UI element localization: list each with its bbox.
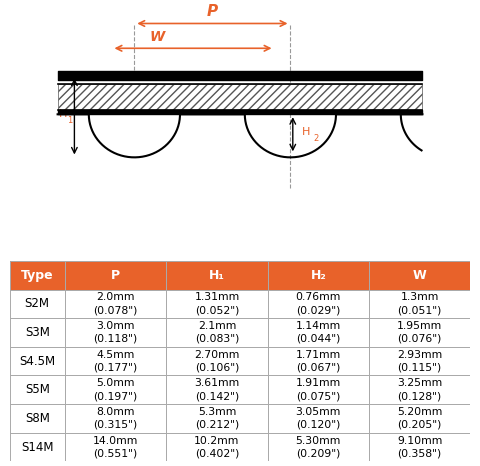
Bar bbox=[268, 318, 369, 347]
Bar bbox=[10, 376, 65, 404]
Text: H₂: H₂ bbox=[311, 269, 326, 282]
Bar bbox=[65, 376, 166, 404]
Bar bbox=[369, 318, 470, 347]
Text: 5.0mm
(0.197"): 5.0mm (0.197") bbox=[94, 378, 138, 401]
Bar bbox=[166, 404, 268, 433]
Text: 5.30mm
(0.209"): 5.30mm (0.209") bbox=[296, 436, 341, 459]
Text: 4.5mm
(0.177"): 4.5mm (0.177") bbox=[94, 350, 138, 372]
Bar bbox=[65, 289, 166, 318]
Bar bbox=[10, 433, 65, 461]
Bar bbox=[369, 261, 470, 289]
Text: 1.71mm
(0.067"): 1.71mm (0.067") bbox=[296, 350, 341, 372]
Bar bbox=[65, 347, 166, 376]
Text: H: H bbox=[59, 109, 67, 119]
Text: P: P bbox=[207, 4, 218, 19]
Text: 1.95mm
(0.076"): 1.95mm (0.076") bbox=[397, 321, 443, 344]
Bar bbox=[10, 289, 65, 318]
Text: 8.0mm
(0.315"): 8.0mm (0.315") bbox=[94, 407, 138, 430]
Text: 1: 1 bbox=[67, 116, 72, 125]
Text: 10.2mm
(0.402"): 10.2mm (0.402") bbox=[194, 436, 240, 459]
Text: 3.0mm
(0.118"): 3.0mm (0.118") bbox=[94, 321, 138, 344]
Bar bbox=[10, 404, 65, 433]
Text: 1.91mm
(0.075"): 1.91mm (0.075") bbox=[296, 378, 341, 401]
Text: 5.3mm
(0.212"): 5.3mm (0.212") bbox=[195, 407, 239, 430]
Text: S2M: S2M bbox=[25, 297, 50, 310]
Bar bbox=[166, 261, 268, 289]
Text: 2.70mm
(0.106"): 2.70mm (0.106") bbox=[194, 350, 240, 372]
Bar bbox=[268, 433, 369, 461]
Bar bbox=[65, 404, 166, 433]
Text: Type: Type bbox=[21, 269, 54, 282]
Text: 9.10mm
(0.358"): 9.10mm (0.358") bbox=[397, 436, 443, 459]
Text: 3.05mm
(0.120"): 3.05mm (0.120") bbox=[296, 407, 341, 430]
Text: S8M: S8M bbox=[25, 412, 50, 425]
Bar bbox=[268, 404, 369, 433]
Text: P: P bbox=[111, 269, 120, 282]
Bar bbox=[369, 376, 470, 404]
Bar bbox=[10, 347, 65, 376]
Bar bbox=[65, 318, 166, 347]
Text: 14.0mm
(0.551"): 14.0mm (0.551") bbox=[93, 436, 138, 459]
Text: H: H bbox=[301, 127, 310, 137]
Bar bbox=[10, 318, 65, 347]
Text: S3M: S3M bbox=[25, 326, 50, 339]
Bar bbox=[369, 404, 470, 433]
Text: S14M: S14M bbox=[21, 440, 53, 453]
Text: 2.1mm
(0.083"): 2.1mm (0.083") bbox=[195, 321, 239, 344]
Bar bbox=[369, 347, 470, 376]
Text: H₁: H₁ bbox=[209, 269, 225, 282]
Bar bbox=[65, 433, 166, 461]
Bar bbox=[10, 261, 65, 289]
Text: 0.76mm
(0.029"): 0.76mm (0.029") bbox=[296, 293, 341, 315]
Text: 3.61mm
(0.142"): 3.61mm (0.142") bbox=[194, 378, 240, 401]
Text: 1.3mm
(0.051"): 1.3mm (0.051") bbox=[397, 293, 442, 315]
Bar bbox=[166, 376, 268, 404]
Bar bbox=[166, 433, 268, 461]
Bar bbox=[369, 433, 470, 461]
Bar bbox=[166, 318, 268, 347]
Text: 1.31mm
(0.052"): 1.31mm (0.052") bbox=[194, 293, 240, 315]
Text: S4.5M: S4.5M bbox=[19, 355, 55, 368]
Polygon shape bbox=[58, 83, 422, 110]
Bar bbox=[166, 289, 268, 318]
Text: 2: 2 bbox=[313, 134, 318, 143]
Bar bbox=[65, 261, 166, 289]
Text: 2.93mm
(0.115"): 2.93mm (0.115") bbox=[397, 350, 443, 372]
Text: W: W bbox=[413, 269, 427, 282]
Text: 1.14mm
(0.044"): 1.14mm (0.044") bbox=[296, 321, 341, 344]
Text: S5M: S5M bbox=[25, 383, 50, 396]
Bar bbox=[369, 289, 470, 318]
Text: W: W bbox=[150, 29, 165, 44]
Text: 5.20mm
(0.205"): 5.20mm (0.205") bbox=[397, 407, 443, 430]
Bar bbox=[268, 376, 369, 404]
Bar bbox=[268, 261, 369, 289]
Text: 3.25mm
(0.128"): 3.25mm (0.128") bbox=[397, 378, 443, 401]
Bar bbox=[268, 347, 369, 376]
Bar bbox=[268, 289, 369, 318]
Bar bbox=[166, 347, 268, 376]
Text: 2.0mm
(0.078"): 2.0mm (0.078") bbox=[94, 293, 138, 315]
